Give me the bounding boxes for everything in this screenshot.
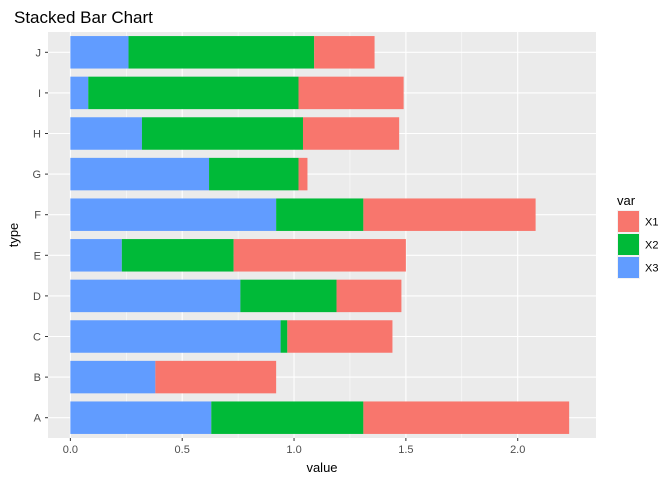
y-tick-label: I: [38, 88, 41, 100]
bar-A-X2: [211, 401, 364, 434]
bar-F-X3: [70, 198, 277, 231]
bar-A-X3: [70, 401, 212, 434]
y-axis: A B C D E F G H I J: [32, 47, 48, 425]
bars: [70, 36, 570, 434]
bar-E-X2: [121, 239, 234, 272]
bar-C-X2: [280, 320, 288, 353]
bar-E-X3: [70, 239, 122, 272]
bar-J-X3: [70, 36, 129, 69]
y-tick-label: G: [32, 169, 41, 181]
x-tick-label: 1.0: [286, 444, 301, 456]
legend-label-X3: X3: [645, 263, 658, 275]
bar-I-X2: [88, 76, 299, 110]
bar-D-X1: [336, 279, 402, 313]
bar-C-X3: [70, 320, 281, 353]
y-axis-title: type: [6, 223, 21, 248]
bar-F-X2: [276, 198, 364, 231]
y-tick-label: F: [34, 210, 41, 222]
legend-swatch-X3: [618, 257, 639, 278]
y-tick-label: H: [33, 129, 41, 141]
bar-A-X1: [363, 401, 570, 434]
legend-swatch-X2: [618, 234, 639, 255]
y-tick-label: B: [34, 372, 41, 384]
legend-label-X1: X1: [645, 217, 658, 229]
bar-J-X2: [128, 36, 315, 69]
bar-B-X3: [70, 360, 156, 394]
y-tick-label: A: [34, 413, 42, 425]
bar-I-X3: [70, 76, 89, 110]
bar-B-X1: [155, 360, 277, 394]
bar-G-X3: [70, 157, 210, 191]
x-axis: 0.0 0.5 1.0 1.5 2.0: [63, 438, 525, 456]
legend-title: var: [617, 193, 636, 208]
x-tick-label: 0.0: [63, 444, 78, 456]
bar-H-X1: [302, 117, 400, 150]
x-tick-label: 0.5: [175, 444, 190, 456]
bar-G-X1: [298, 157, 308, 191]
y-tick-label: E: [34, 250, 41, 262]
x-axis-title: value: [306, 460, 337, 475]
y-tick-label: C: [33, 332, 41, 344]
chart-title: Stacked Bar Chart: [14, 8, 153, 27]
x-tick-label: 1.5: [398, 444, 413, 456]
bar-G-X2: [209, 157, 299, 191]
bar-J-X1: [314, 36, 375, 69]
bar-E-X1: [233, 239, 406, 272]
bar-H-X2: [141, 117, 303, 150]
x-tick-label: 2.0: [510, 444, 525, 456]
legend-swatch-X1: [618, 211, 639, 232]
bar-C-X1: [287, 320, 393, 353]
y-tick-label: D: [33, 291, 41, 303]
bar-H-X3: [70, 117, 142, 150]
y-tick-label: J: [36, 47, 42, 59]
bar-I-X1: [298, 76, 404, 110]
bar-F-X1: [363, 198, 536, 231]
bar-D-X3: [70, 279, 241, 313]
bar-D-X2: [240, 279, 337, 313]
legend: var X1 X2 X3: [617, 193, 658, 279]
legend-label-X2: X2: [645, 240, 658, 252]
